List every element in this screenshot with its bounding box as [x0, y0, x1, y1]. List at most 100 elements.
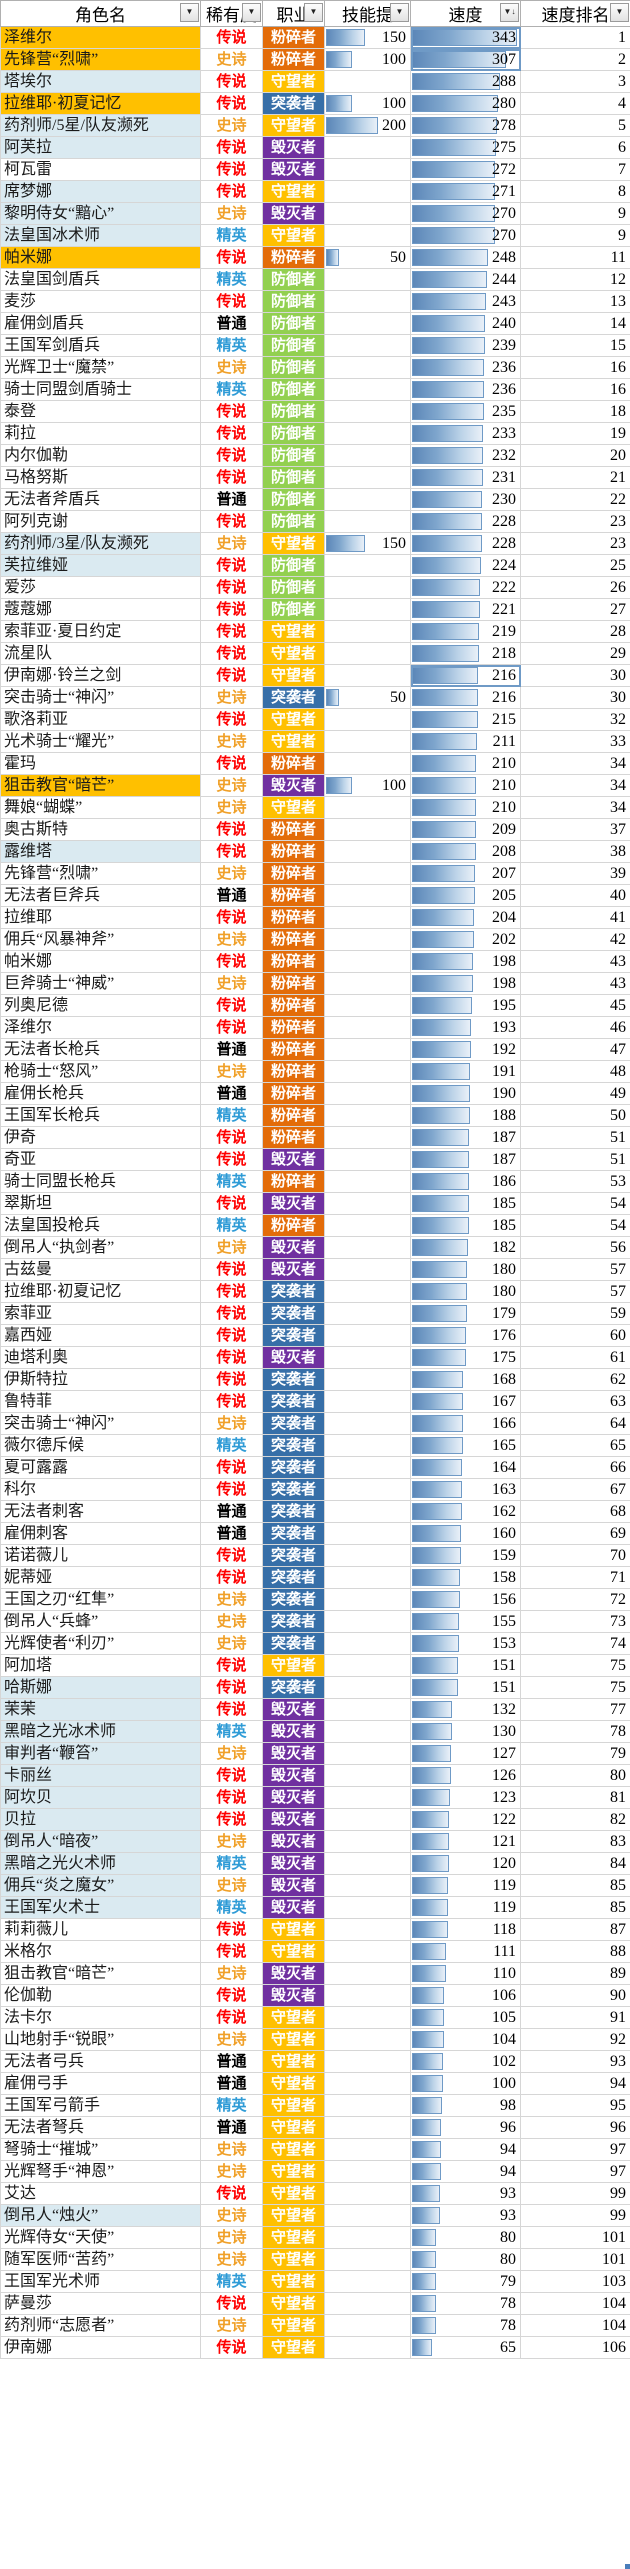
table-row[interactable]: 阿列克谢 传说 防御者 228 23 [0, 510, 630, 533]
cell-rarity[interactable]: 精英 [200, 2270, 263, 2293]
cell-speed-rank[interactable]: 90 [520, 1984, 630, 2007]
cell-character-name[interactable]: 柯瓦雷 [0, 158, 201, 181]
cell-character-name[interactable]: 倒吊人“执剑者” [0, 1236, 201, 1259]
cell-character-name[interactable]: 哈斯娜 [0, 1676, 201, 1699]
cell-skill-bonus[interactable] [324, 730, 411, 753]
cell-job[interactable]: 毁灭者 [262, 202, 325, 225]
cell-character-name[interactable]: 席梦娜 [0, 180, 201, 203]
cell-character-name[interactable]: 内尔伽勒 [0, 444, 201, 467]
table-row[interactable]: 无法者弓兵 普通 守望者 102 93 [0, 2050, 630, 2073]
cell-speed-rank[interactable]: 59 [520, 1302, 630, 1325]
cell-character-name[interactable]: 突击骑士“神闪” [0, 686, 201, 709]
cell-speed[interactable]: 271 [410, 180, 521, 203]
cell-rarity[interactable]: 史诗 [200, 48, 263, 71]
cell-character-name[interactable]: 拉维耶·初夏记忆 [0, 92, 201, 115]
cell-character-name[interactable]: 歌洛莉亚 [0, 708, 201, 731]
table-row[interactable]: 列奥尼德 传说 粉碎者 195 45 [0, 994, 630, 1017]
cell-skill-bonus[interactable] [324, 1170, 411, 1193]
table-row[interactable]: 薇尔德斥候 精英 突袭者 165 65 [0, 1434, 630, 1457]
table-row[interactable]: 无法者长枪兵 普通 粉碎者 192 47 [0, 1038, 630, 1061]
cell-character-name[interactable]: 泰登 [0, 400, 201, 423]
cell-rarity[interactable]: 史诗 [200, 796, 263, 819]
cell-rarity[interactable]: 传说 [200, 1280, 263, 1303]
cell-speed[interactable]: 233 [410, 422, 521, 445]
cell-speed-rank[interactable]: 50 [520, 1104, 630, 1127]
cell-skill-bonus[interactable] [324, 1698, 411, 1721]
cell-job[interactable]: 守望者 [262, 70, 325, 93]
cell-character-name[interactable]: 法皇国投枪兵 [0, 1214, 201, 1237]
cell-skill-bonus[interactable] [324, 180, 411, 203]
column-header-skill[interactable]: 技能提 ▼ [324, 0, 411, 27]
cell-speed-rank[interactable]: 9 [520, 202, 630, 225]
cell-rarity[interactable]: 传说 [200, 26, 263, 49]
cell-character-name[interactable]: 奇亚 [0, 1148, 201, 1171]
cell-skill-bonus[interactable] [324, 2028, 411, 2051]
table-row[interactable]: 拉维耶 传说 粉碎者 204 41 [0, 906, 630, 929]
cell-speed-rank[interactable]: 101 [520, 2226, 630, 2249]
cell-job[interactable]: 守望者 [262, 2314, 325, 2337]
cell-skill-bonus[interactable] [324, 708, 411, 731]
cell-job[interactable]: 守望者 [262, 2116, 325, 2139]
table-row[interactable]: 芙拉维娅 传说 防御者 224 25 [0, 554, 630, 577]
cell-speed[interactable]: 280 [410, 92, 521, 115]
table-row[interactable]: 帕米娜 传说 粉碎者 198 43 [0, 950, 630, 973]
cell-skill-bonus[interactable] [324, 950, 411, 973]
cell-skill-bonus[interactable] [324, 2094, 411, 2117]
cell-skill-bonus[interactable] [324, 1720, 411, 1743]
cell-character-name[interactable]: 列奥尼德 [0, 994, 201, 1017]
cell-speed-rank[interactable]: 51 [520, 1126, 630, 1149]
cell-job[interactable]: 毁灭者 [262, 1148, 325, 1171]
cell-job[interactable]: 突袭者 [262, 1610, 325, 1633]
cell-skill-bonus[interactable] [324, 928, 411, 951]
cell-job[interactable]: 突袭者 [262, 1522, 325, 1545]
table-row[interactable]: 倒吊人“兵蜂” 史诗 突袭者 155 73 [0, 1610, 630, 1633]
cell-rarity[interactable]: 传说 [200, 1698, 263, 1721]
cell-speed-rank[interactable]: 6 [520, 136, 630, 159]
cell-rarity[interactable]: 传说 [200, 1918, 263, 1941]
cell-speed[interactable]: 224 [410, 554, 521, 577]
cell-speed-rank[interactable]: 29 [520, 642, 630, 665]
cell-job[interactable]: 守望者 [262, 180, 325, 203]
cell-rarity[interactable]: 史诗 [200, 1610, 263, 1633]
cell-rarity[interactable]: 传说 [200, 1764, 263, 1787]
table-row[interactable]: 蔻蔻娜 传说 防御者 221 27 [0, 598, 630, 621]
cell-skill-bonus[interactable] [324, 2292, 411, 2315]
table-row[interactable]: 妮蒂娅 传说 突袭者 158 71 [0, 1566, 630, 1589]
cell-speed-rank[interactable]: 16 [520, 356, 630, 379]
table-row[interactable]: 夏可露露 传说 突袭者 164 66 [0, 1456, 630, 1479]
cell-character-name[interactable]: 王国之刃“红隼” [0, 1588, 201, 1611]
cell-character-name[interactable]: 阿列克谢 [0, 510, 201, 533]
cell-rarity[interactable]: 普通 [200, 1522, 263, 1545]
cell-rarity[interactable]: 传说 [200, 2182, 263, 2205]
cell-rarity[interactable]: 传说 [200, 180, 263, 203]
cell-skill-bonus[interactable] [324, 1214, 411, 1237]
cell-character-name[interactable]: 卡丽丝 [0, 1764, 201, 1787]
cell-job[interactable]: 守望者 [262, 2270, 325, 2293]
cell-character-name[interactable]: 倒吊人“兵蜂” [0, 1610, 201, 1633]
cell-character-name[interactable]: 先锋营“烈啸” [0, 48, 201, 71]
cell-rarity[interactable]: 传说 [200, 1258, 263, 1281]
column-header-rarity[interactable]: 稀有度 ▼ [200, 0, 263, 27]
cell-job[interactable]: 守望者 [262, 664, 325, 687]
cell-skill-bonus[interactable] [324, 2336, 411, 2359]
cell-speed[interactable]: 158 [410, 1566, 521, 1589]
cell-character-name[interactable]: 审判者“鞭笞” [0, 1742, 201, 1765]
cell-speed[interactable]: 275 [410, 136, 521, 159]
cell-character-name[interactable]: 巨斧骑士“神威” [0, 972, 201, 995]
table-row[interactable]: 随军医师“苦药” 史诗 守望者 80 101 [0, 2248, 630, 2271]
table-row[interactable]: 王国军火术士 精英 毁灭者 119 85 [0, 1896, 630, 1919]
cell-job[interactable]: 守望者 [262, 2182, 325, 2205]
cell-job[interactable]: 防御者 [262, 554, 325, 577]
selection-fill-handle[interactable] [625, 2564, 630, 2569]
table-row[interactable]: 嘉西娅 传说 突袭者 176 60 [0, 1324, 630, 1347]
cell-job[interactable]: 守望者 [262, 1918, 325, 1941]
cell-rarity[interactable]: 史诗 [200, 2314, 263, 2337]
cell-character-name[interactable]: 法皇国冰术师 [0, 224, 201, 247]
cell-rarity[interactable]: 传说 [200, 158, 263, 181]
cell-speed[interactable]: 218 [410, 642, 521, 665]
cell-job[interactable]: 守望者 [262, 2160, 325, 2183]
cell-character-name[interactable]: 无法者刺客 [0, 1500, 201, 1523]
cell-character-name[interactable]: 茉茉 [0, 1698, 201, 1721]
cell-job[interactable]: 防御者 [262, 378, 325, 401]
cell-speed[interactable]: 343 [410, 26, 521, 49]
